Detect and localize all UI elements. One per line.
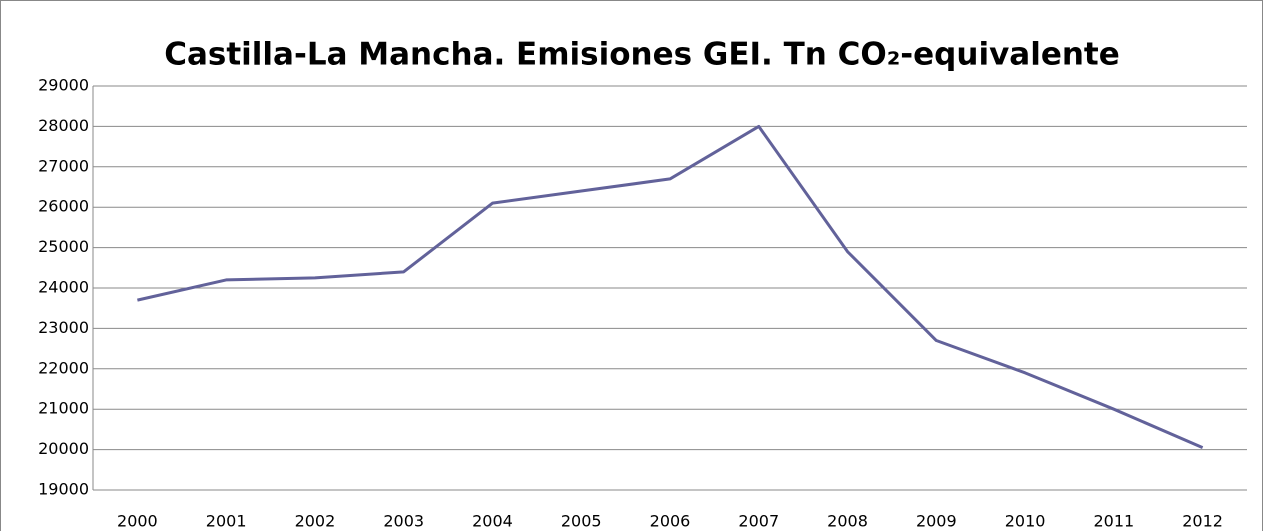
chart-title: Castilla-La Mancha. Emisiones GEI. Tn CO… — [164, 37, 1120, 73]
x-tick-label: 2002 — [295, 512, 336, 531]
y-tick-label: 19000 — [38, 480, 89, 499]
x-tick-label: 2010 — [1005, 512, 1046, 531]
data-line — [137, 124, 1204, 449]
y-tick-label: 27000 — [38, 156, 89, 175]
x-tick-label: 2011 — [1093, 512, 1134, 531]
x-tick-label: 2005 — [561, 512, 602, 531]
x-tick-label: 2001 — [206, 512, 247, 531]
x-tick-label: 2006 — [650, 512, 691, 531]
x-tick-label: 2004 — [472, 512, 513, 531]
y-tick-label: 22000 — [38, 358, 89, 377]
y-tick-label: 21000 — [38, 399, 89, 418]
y-tick-label: 26000 — [38, 197, 89, 216]
y-tick-label: 20000 — [38, 439, 89, 458]
x-tick-label: 2003 — [383, 512, 424, 531]
x-tick-label: 2012 — [1182, 512, 1223, 531]
x-tick-label: 2007 — [738, 512, 779, 531]
y-tick-label: 24000 — [38, 278, 89, 297]
x-tick-label: 2008 — [827, 512, 868, 531]
x-tick-label: 2009 — [916, 512, 957, 531]
y-tick-label: 25000 — [38, 237, 89, 256]
y-tick-label: 28000 — [38, 116, 89, 135]
y-tick-label: 29000 — [38, 76, 89, 95]
x-tick-label: 2000 — [117, 512, 158, 531]
y-tick-label: 23000 — [38, 318, 89, 337]
